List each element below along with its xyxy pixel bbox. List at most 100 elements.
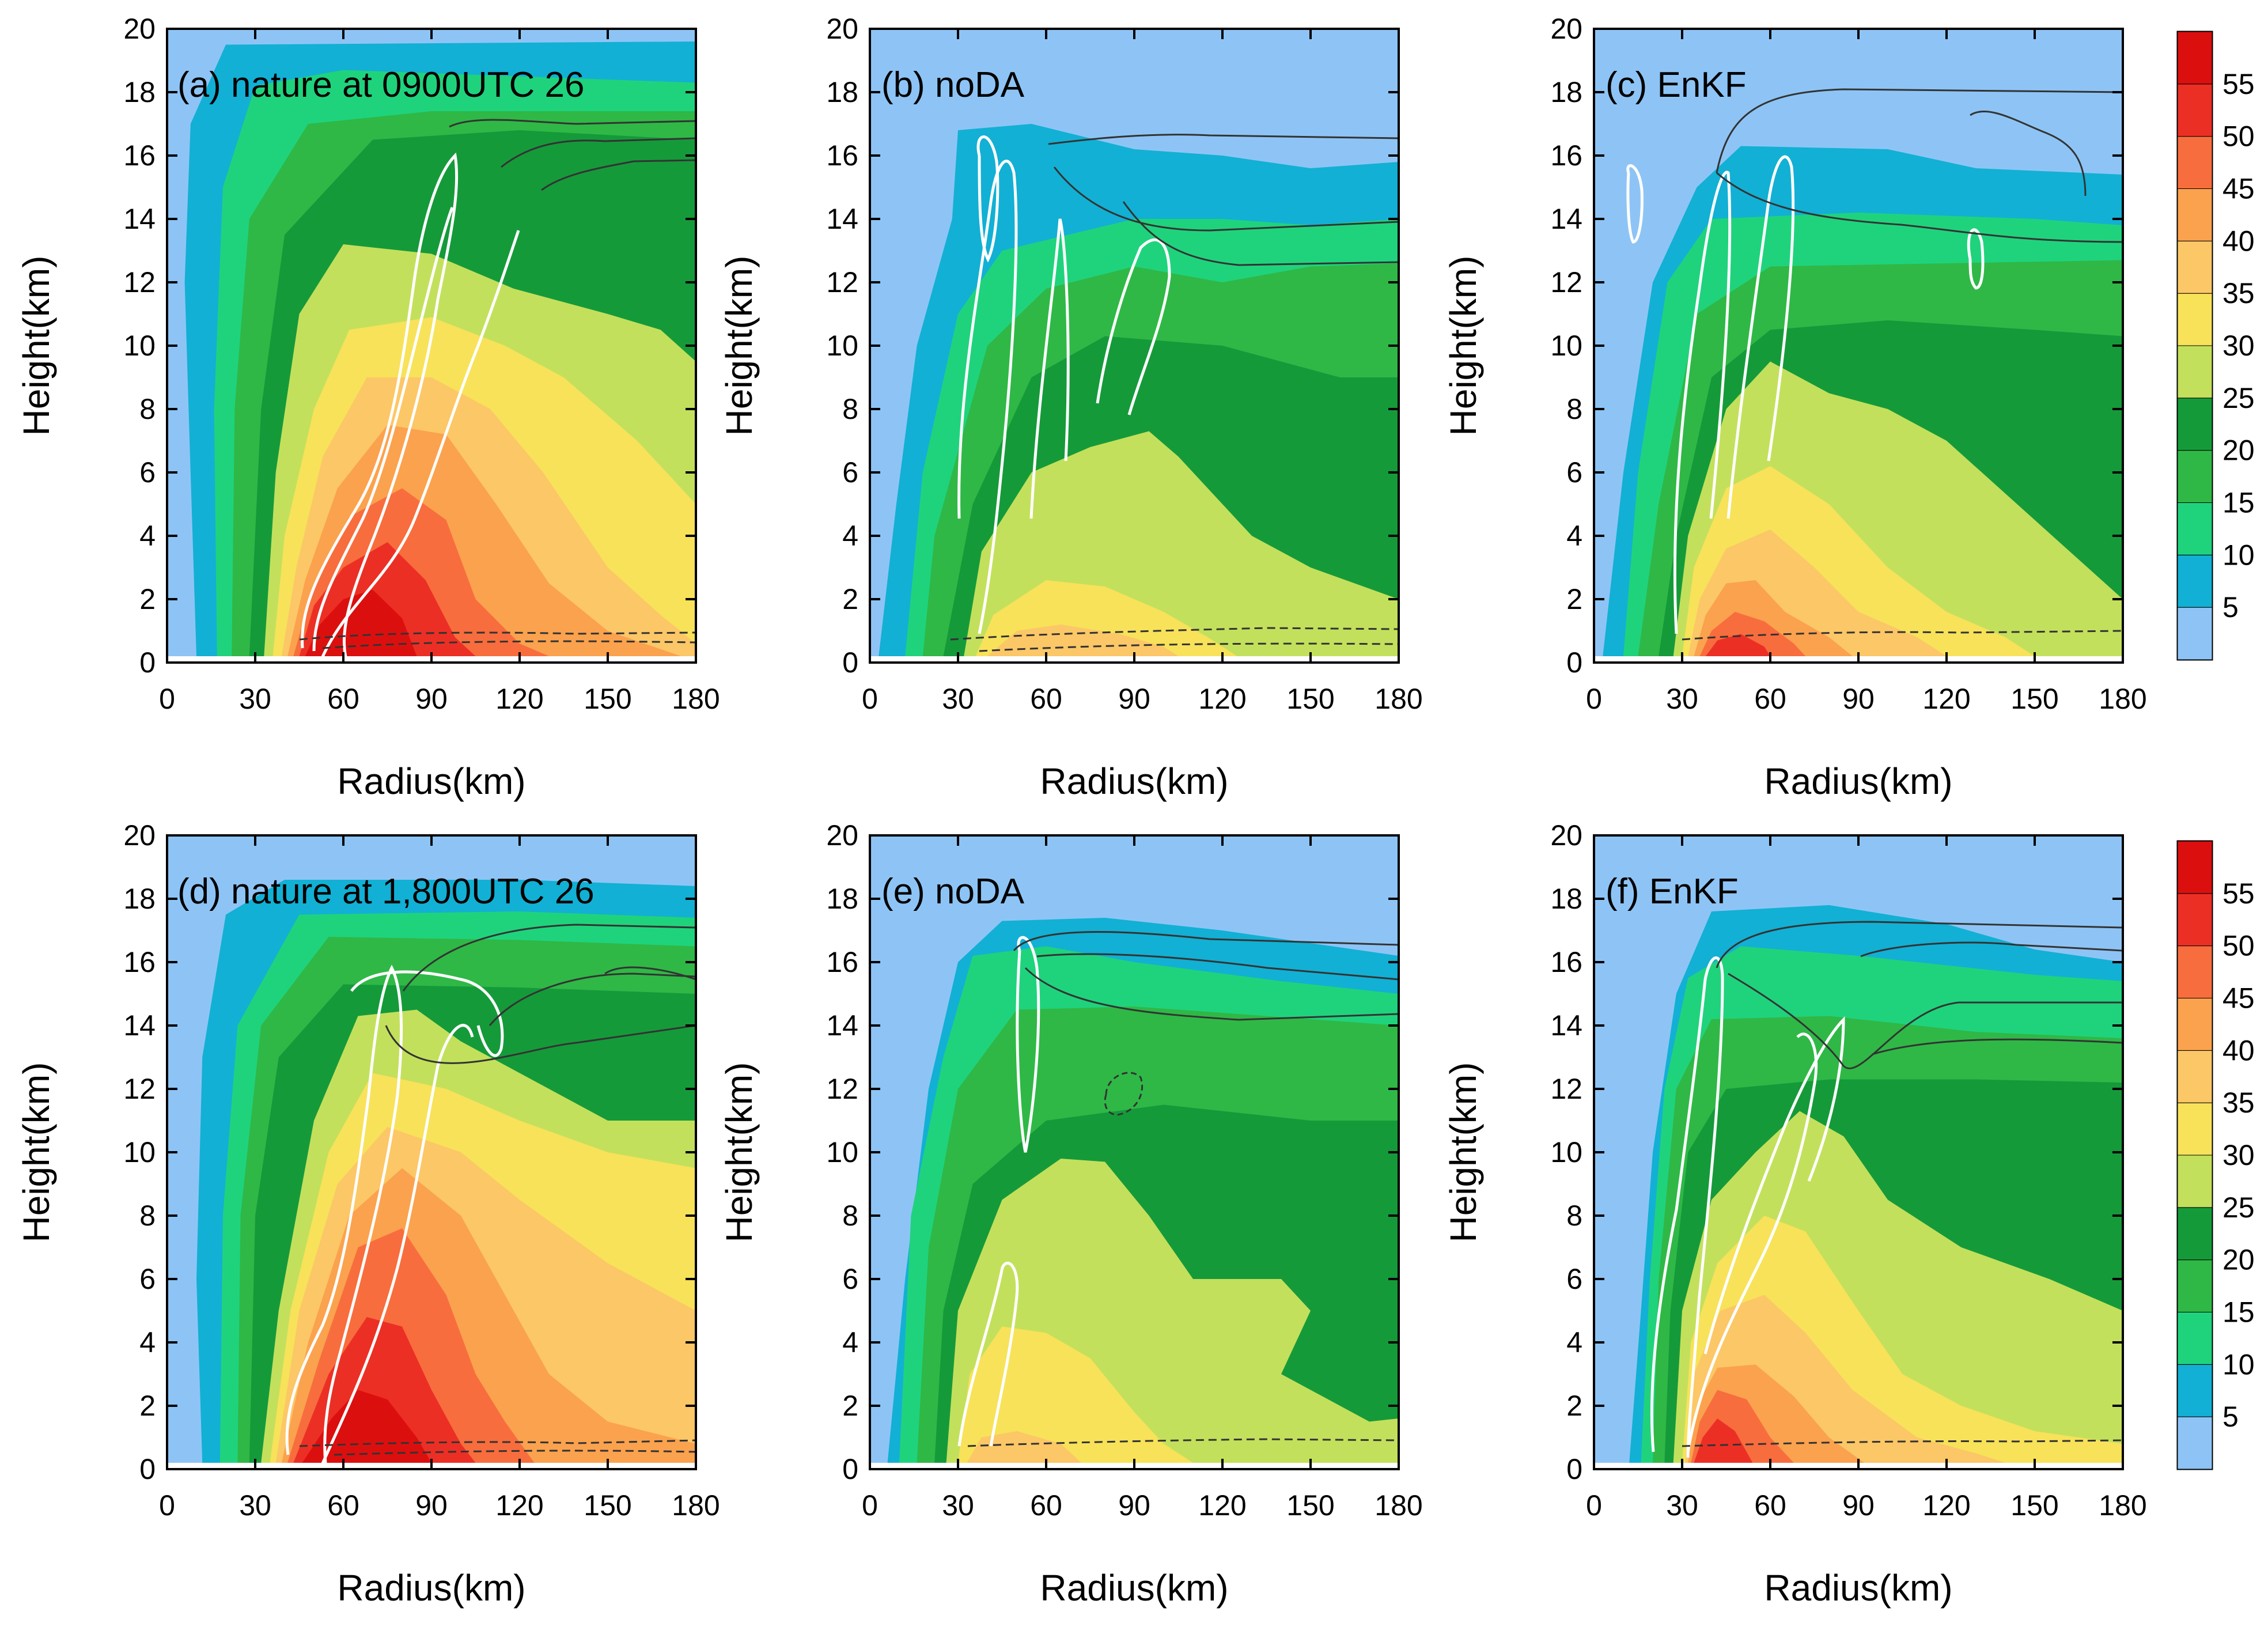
panel-a-xtick-label: 0 bbox=[159, 683, 175, 715]
panel-b-plot-area bbox=[870, 29, 1399, 663]
panel-f-tangential-wind-black-contour-4 bbox=[1872, 1038, 2123, 1055]
panel-d-ytick-label: 12 bbox=[123, 1073, 156, 1105]
panel-c-filled-contour-50 bbox=[1705, 634, 1770, 656]
panel-d-title: (d) nature at 1,800UTC 26 bbox=[177, 872, 595, 911]
panel-d-xtick-label: 60 bbox=[327, 1489, 359, 1522]
panel-d-radial-inflow-dashed-contour-2 bbox=[334, 1450, 696, 1456]
colorbar-tick-label: 30 bbox=[2222, 1139, 2255, 1171]
panel-c-xtick-label: 0 bbox=[1586, 683, 1602, 715]
panel-b-xtick-label: 30 bbox=[942, 683, 974, 715]
panel-e-title: (e) noDA bbox=[881, 872, 1025, 911]
panel-a-xtick-label: 120 bbox=[495, 683, 543, 715]
panel-e-xtick-label: 0 bbox=[862, 1489, 878, 1522]
panel-f-xtick-label: 0 bbox=[1586, 1489, 1602, 1522]
panel-c-xlabel: Radius(km) bbox=[1764, 760, 1952, 802]
panel-d-ylabel: Height(km) bbox=[16, 1062, 57, 1243]
panel-b-ytick-label: 8 bbox=[842, 393, 858, 425]
panel-e-y-ticks: 0 2 4 6 8 10 12 14 16 18 20 bbox=[826, 819, 1399, 1485]
panel-e-ytick-label: 10 bbox=[826, 1136, 858, 1168]
panel-c-ylabel: Height(km) bbox=[1442, 256, 1484, 436]
panel-b-ytick-label: 18 bbox=[826, 76, 858, 108]
panel-f-ytick-label: 4 bbox=[1566, 1326, 1582, 1359]
panel-b-ytick-label: 16 bbox=[826, 139, 858, 172]
colorbar-tick-label: 20 bbox=[2222, 434, 2255, 467]
panel-b-ytick-label: 2 bbox=[842, 583, 858, 615]
panel-d-tangential-wind-black-contour-3 bbox=[604, 966, 696, 981]
panel-e: 0 2 4 6 8 10 12 14 16 18 20 0 30 60 90 120 150 180 (e) n… bbox=[718, 819, 1423, 1609]
panel-f-xtick-label: 120 bbox=[1922, 1489, 1970, 1522]
panel-f-xtick-label: 90 bbox=[1842, 1489, 1875, 1522]
panel-d-filled-contour-55 bbox=[302, 1390, 431, 1463]
panel-f: 0 2 4 6 8 10 12 14 16 18 20 0 30 60 90 120 150 180 (f) E… bbox=[1442, 819, 2147, 1609]
panel-e-ytick-label: 0 bbox=[842, 1453, 858, 1485]
panel-f-tangential-wind-black-contour-2 bbox=[1728, 973, 2123, 1069]
panel-a: 0 2 4 6 8 10 12 14 16 18 20 0 30 60 90 120 150 180 (a) n… bbox=[16, 13, 720, 802]
panel-d-vertical-motion-contour-3 bbox=[350, 970, 504, 1057]
panel-d-y-ticks: 0 2 4 6 8 10 12 14 16 18 20 bbox=[123, 819, 696, 1485]
panel-e-xlabel: Radius(km) bbox=[1040, 1567, 1228, 1609]
panel-a-radial-inflow-dashed-contour bbox=[299, 631, 696, 641]
panel-e-xtick-label: 60 bbox=[1030, 1489, 1062, 1522]
panel-a-x-ticks: 0 30 60 90 120 150 180 bbox=[159, 29, 720, 715]
colorbar-swatch-0 bbox=[2177, 1416, 2213, 1470]
colorbar-swatch-3 bbox=[2177, 450, 2213, 504]
panel-e-tangential-wind-black-contour-2 bbox=[1036, 953, 1399, 981]
colorbar-tick-label: 50 bbox=[2222, 930, 2255, 962]
colorbar-swatch-3 bbox=[2177, 1259, 2213, 1313]
colorbar-tick-label: 10 bbox=[2222, 1348, 2255, 1380]
panel-c-ytick-label: 8 bbox=[1566, 393, 1582, 425]
panel-a-ytick-label: 20 bbox=[123, 13, 156, 45]
panel-b-ytick-label: 0 bbox=[842, 646, 858, 679]
colorbar-swatch-9 bbox=[2177, 136, 2213, 190]
panel-f-tangential-wind-black-contour bbox=[1716, 921, 2123, 968]
panel-c-ytick-label: 2 bbox=[1566, 583, 1582, 615]
colorbar-tick-label: 50 bbox=[2222, 120, 2255, 153]
panel-f-ylabel: Height(km) bbox=[1442, 1062, 1484, 1243]
panel-c-tangential-wind-black-contour-2 bbox=[1716, 172, 2123, 243]
panel-d-plot-area bbox=[167, 835, 696, 1469]
panel-c-xtick-label: 150 bbox=[2010, 683, 2058, 715]
panel-e-ytick-label: 16 bbox=[826, 946, 858, 978]
panel-e-ylabel: Height(km) bbox=[718, 1062, 760, 1243]
panel-d-ytick-label: 2 bbox=[139, 1390, 156, 1422]
panel-e-xtick-label: 150 bbox=[1286, 1489, 1334, 1522]
panel-d-ytick-label: 6 bbox=[139, 1263, 156, 1295]
panel-f-radial-inflow-dashed-contour bbox=[1682, 1439, 2123, 1447]
colorbar-tick-label: 55 bbox=[2222, 877, 2255, 910]
colorbar-swatch-5 bbox=[2177, 1155, 2213, 1208]
colorbar-swatch-7 bbox=[2177, 240, 2213, 294]
panel-a-ytick-label: 6 bbox=[139, 456, 156, 489]
panel-e-plot-area bbox=[870, 835, 1399, 1469]
panel-c-vertical-motion-left-contour bbox=[1626, 164, 1644, 244]
panel-b-x-ticks: 0 30 60 90 120 150 180 bbox=[862, 29, 1423, 715]
panel-e-radial-inflow-dashed-contour bbox=[967, 1438, 1399, 1447]
panel-a-ylabel: Height(km) bbox=[16, 256, 57, 436]
panel-c-ytick-label: 18 bbox=[1550, 76, 1582, 108]
panel-d-line-contours bbox=[285, 924, 696, 1465]
colorbar-swatch-8 bbox=[2177, 188, 2213, 241]
panel-c: 0 2 4 6 8 10 12 14 16 18 20 0 30 60 90 120 150 180 (c) E… bbox=[1442, 13, 2147, 802]
panel-f-ytick-label: 16 bbox=[1550, 946, 1582, 978]
panel-a-tangential-wind-black-contour-2 bbox=[501, 137, 696, 168]
panel-f-ytick-label: 12 bbox=[1550, 1073, 1582, 1105]
panel-e-ytick-label: 4 bbox=[842, 1326, 858, 1359]
panel-e-ytick-label: 12 bbox=[826, 1073, 858, 1105]
panel-e-ytick-label: 2 bbox=[842, 1390, 858, 1422]
panel-b-radial-inflow-dashed-contour bbox=[950, 627, 1399, 641]
colorbar-tick-label: 10 bbox=[2222, 539, 2255, 571]
panel-d-ytick-label: 14 bbox=[123, 1009, 156, 1042]
colorbar-tick-label: 35 bbox=[2222, 277, 2255, 309]
panel-a-ytick-label: 16 bbox=[123, 139, 156, 172]
panel-a-xtick-label: 90 bbox=[415, 683, 448, 715]
panel-a-title: (a) nature at 0900UTC 26 bbox=[177, 65, 585, 105]
panel-c-xtick-label: 120 bbox=[1922, 683, 1970, 715]
panel-d-vertical-motion-contour-2 bbox=[321, 1024, 474, 1465]
panel-e-vertical-motion-contour bbox=[1016, 936, 1040, 1153]
panel-b-tangential-wind-black-contour bbox=[1048, 134, 1399, 145]
panel-b-xtick-label: 60 bbox=[1030, 683, 1062, 715]
panel-e-ytick-label: 20 bbox=[826, 819, 858, 852]
colorbar-swatch-1 bbox=[2177, 554, 2213, 608]
panel-a-line-contours bbox=[299, 119, 696, 658]
panel-a-ytick-label: 8 bbox=[139, 393, 156, 425]
panel-e-xtick-label: 30 bbox=[942, 1489, 974, 1522]
